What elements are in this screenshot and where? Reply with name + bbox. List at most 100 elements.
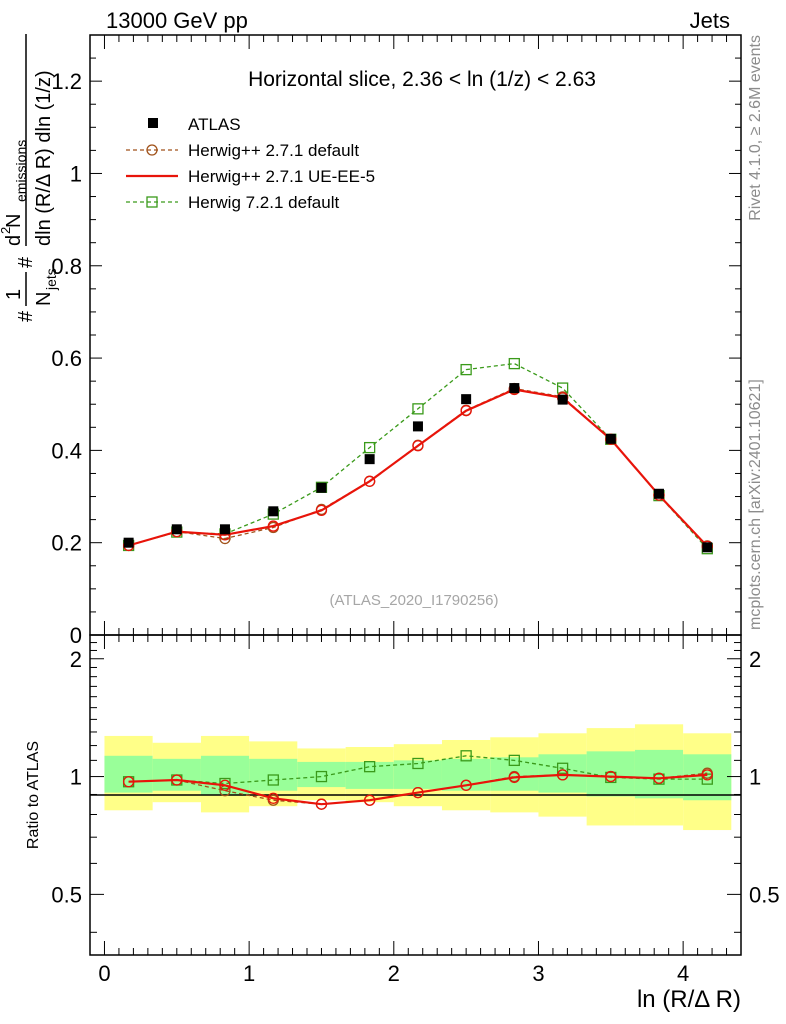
legend-atlas-label: ATLAS	[188, 115, 241, 134]
ratio-band-inner	[297, 761, 346, 788]
legend-ueee5-label: Herwig++ 2.7.1 UE-EE-5	[188, 167, 375, 186]
y-label-sup-2: 2	[0, 227, 13, 234]
y-label-emissions: emissions	[13, 140, 29, 202]
main-atlas-point	[605, 433, 616, 444]
main-y-axis-label: # 1 N jets # d 2 N emissions dln (R/Δ R)…	[0, 34, 59, 322]
y-label-n: N	[33, 292, 55, 306]
legend-atlas-marker	[148, 118, 158, 128]
main-atlas-point	[219, 524, 230, 535]
main-herwig-7-2-1-default-point	[460, 363, 472, 376]
main-y-tick-label: 0.6	[51, 346, 82, 371]
y-label-hash-a: #	[15, 310, 37, 322]
mcplots-label: mcplots.cern.ch [arXiv:2401.10621]	[747, 379, 764, 630]
header-jets-label: Jets	[690, 8, 730, 33]
main-y-tick-label: 0.2	[51, 531, 82, 556]
main-atlas-point	[412, 421, 423, 432]
main-herwig-2-7-1-ue-ee-5-line	[128, 388, 709, 548]
main-herwig-7-2-1-default-line	[128, 362, 708, 550]
legend-herwig-default-marker	[146, 144, 158, 156]
ratio-herwig-2-7-1-ue-ee-5-point	[267, 792, 279, 804]
main-herwig-7-2-1-default-point	[412, 403, 424, 415]
main-y-tick-label: 0.4	[51, 438, 82, 463]
x-tick-label: 3	[532, 961, 544, 986]
ratio-herwig-2-7-1-ue-ee-5-point	[508, 771, 520, 784]
ratio-y-tick-label-right: 2	[749, 647, 761, 672]
legend-herwig7-label: Herwig 7.2.1 default	[188, 193, 339, 212]
x-tick-label: 1	[243, 961, 255, 986]
header-energy-label: 13000 GeV pp	[106, 8, 248, 33]
ratio-herwig-7-2-1-default-point	[267, 774, 279, 786]
ratio-band-inner	[490, 757, 539, 791]
main-atlas-point	[702, 542, 713, 553]
ratio-herwig-2-7-1-ue-ee-5-point	[219, 779, 231, 791]
x-tick-label: 2	[388, 961, 400, 986]
ratio-y-tick-label: 2	[70, 647, 82, 672]
x-axis-label: ln (R/Δ R)	[637, 986, 741, 1013]
ratio-herwig-2-7-1-ue-ee-5-point	[412, 786, 424, 799]
ratio-herwig-2-7-1-ue-ee-5-point	[363, 794, 376, 806]
x-tick-label: 0	[98, 961, 110, 986]
main-y-tick-label: 0.8	[51, 254, 82, 279]
ratio-herwig-2-7-1-ue-ee-5-point	[701, 769, 713, 781]
y-label-denominator: dln (R/Δ R) dln (1/z)	[33, 70, 55, 246]
main-y-tick-label: 1.2	[51, 69, 82, 94]
main-herwig-2-7-1-ue-ee-5-point	[315, 504, 328, 517]
analysis-watermark: (ATLAS_2020_I1790256)	[329, 592, 498, 609]
ratio-herwig-7-2-1-default-point	[508, 754, 520, 767]
ratio-herwig-2-7-1-ue-ee-5-line	[128, 773, 708, 806]
ratio-herwig-7-2-1-default-point	[315, 770, 328, 783]
main-y-tick-label: 0	[70, 623, 82, 648]
main-atlas-point	[653, 488, 664, 499]
main-herwig-2-7-1-default-line	[128, 387, 708, 547]
y-label-d2: d	[3, 235, 25, 246]
ratio-frame	[89, 634, 742, 956]
main-atlas-point	[171, 524, 182, 535]
chart-title: Horizontal slice, 2.36 < ln (1/z) < 2.63	[248, 68, 596, 91]
ratio-herwig-7-2-1-default-point	[556, 762, 569, 774]
ratio-herwig-7-2-1-default-point	[460, 750, 472, 762]
main-atlas-point	[509, 383, 520, 394]
y-label-hash-b: #	[15, 256, 37, 268]
ratio-herwig-2-7-1-ue-ee-5-point	[171, 774, 183, 786]
ratio-band-inner	[345, 761, 394, 789]
main-atlas-point	[557, 394, 568, 405]
ratio-band-inner	[586, 751, 635, 797]
y-label-n-emis: N	[3, 214, 25, 228]
ratio-herwig-7-2-1-default-point	[363, 761, 376, 773]
main-atlas-point	[461, 394, 472, 405]
ratio-herwig-2-7-1-ue-ee-5-point	[556, 769, 569, 781]
main-herwig-2-7-1-ue-ee-5-point	[412, 440, 424, 452]
ratio-herwig-2-7-1-ue-ee-5-point	[605, 770, 617, 783]
main-herwig-2-7-1-ue-ee-5-point	[267, 520, 279, 532]
ratio-herwig-7-2-1-default-point	[701, 773, 713, 785]
main-panel: 0.2 0.4 0.6 0.8 1 1.2 0 Horizontal slice, 2.36…	[0, 34, 742, 648]
main-y-tick-label: 1	[70, 161, 82, 186]
main-atlas-point	[316, 482, 327, 493]
ratio-y-tick-label: 0.5	[51, 882, 82, 907]
ratio-y-axis-label: Ratio to ATLAS	[25, 741, 42, 849]
y-label-jets: jets	[43, 268, 59, 291]
ratio-y-tick-label-right: 0.5	[749, 882, 780, 907]
main-atlas-point	[123, 537, 134, 548]
legend-herwig-default-label: Herwig++ 2.7.1 default	[188, 141, 359, 160]
ratio-herwig-2-7-1-ue-ee-5-point	[653, 772, 665, 784]
rivet-version-label: Rivet 4.1.0, ≥ 2.6M events	[747, 35, 764, 221]
x-tick-label: 4	[677, 961, 689, 986]
main-atlas-point	[364, 454, 375, 465]
ratio-panel: 0.5 0.5 1 1 2 2 0 1 2 3 4 Ratio to ATLAS	[25, 634, 780, 986]
ratio-herwig-2-7-1-ue-ee-5-point	[315, 798, 328, 810]
ratio-y-tick-label: 1	[70, 765, 82, 790]
main-herwig-7-2-1-default-point	[363, 441, 376, 454]
main-herwig-7-2-1-default-point	[508, 357, 520, 370]
ratio-herwig-2-7-1-ue-ee-5-point	[122, 776, 135, 788]
legend: ATLAS Herwig++ 2.7.1 default Herwig++ 2.…	[126, 115, 375, 212]
main-herwig-2-7-1-ue-ee-5-point	[363, 475, 376, 487]
ratio-herwig-2-7-1-ue-ee-5-point	[460, 779, 472, 791]
ratio-band-inner	[683, 754, 732, 801]
ratio-y-tick-label-right: 1	[749, 765, 761, 790]
main-herwig-2-7-1-ue-ee-5-point	[460, 405, 472, 417]
legend-herwig7-marker	[146, 196, 158, 208]
main-atlas-point	[268, 506, 279, 517]
y-label-one: 1	[3, 289, 25, 300]
